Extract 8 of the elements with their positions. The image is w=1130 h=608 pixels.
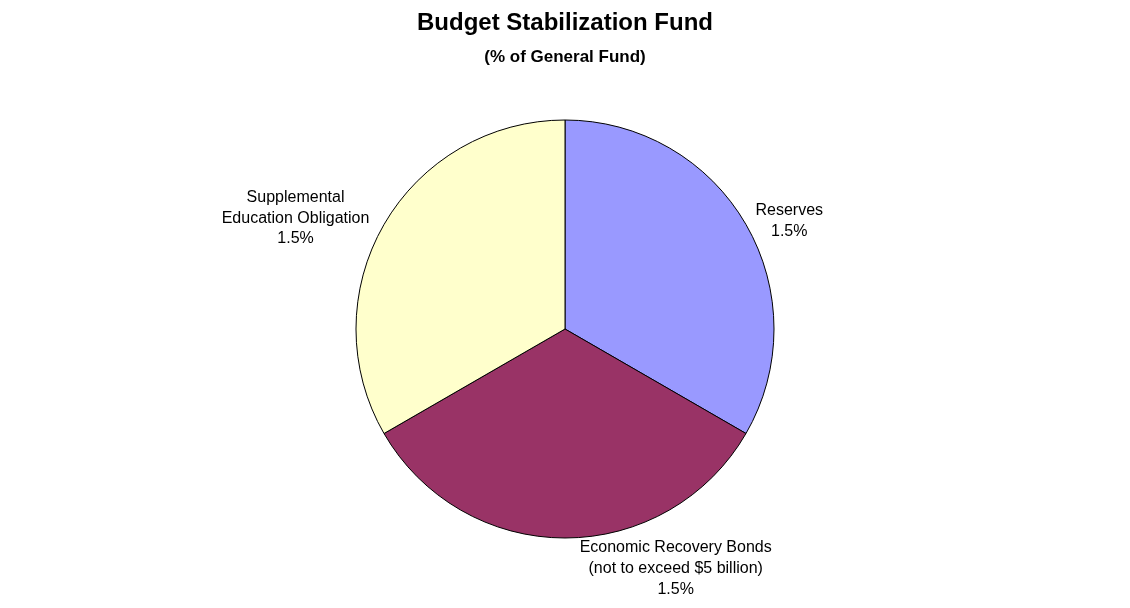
data-label: 1.5% — [771, 221, 808, 239]
chart-subtitle: (% of General Fund) — [484, 46, 646, 66]
slice-label: Reserves — [755, 200, 824, 218]
data-label: 1.5% — [657, 579, 694, 597]
slice-label: Supplemental Education Obligation — [221, 187, 370, 226]
data-label: 1.5% — [277, 229, 314, 247]
slice-label: Economic Recovery Bonds (not to exceed $5 billion) — [579, 538, 772, 576]
chart-title: Budget Stabilization Fund — [417, 8, 713, 36]
